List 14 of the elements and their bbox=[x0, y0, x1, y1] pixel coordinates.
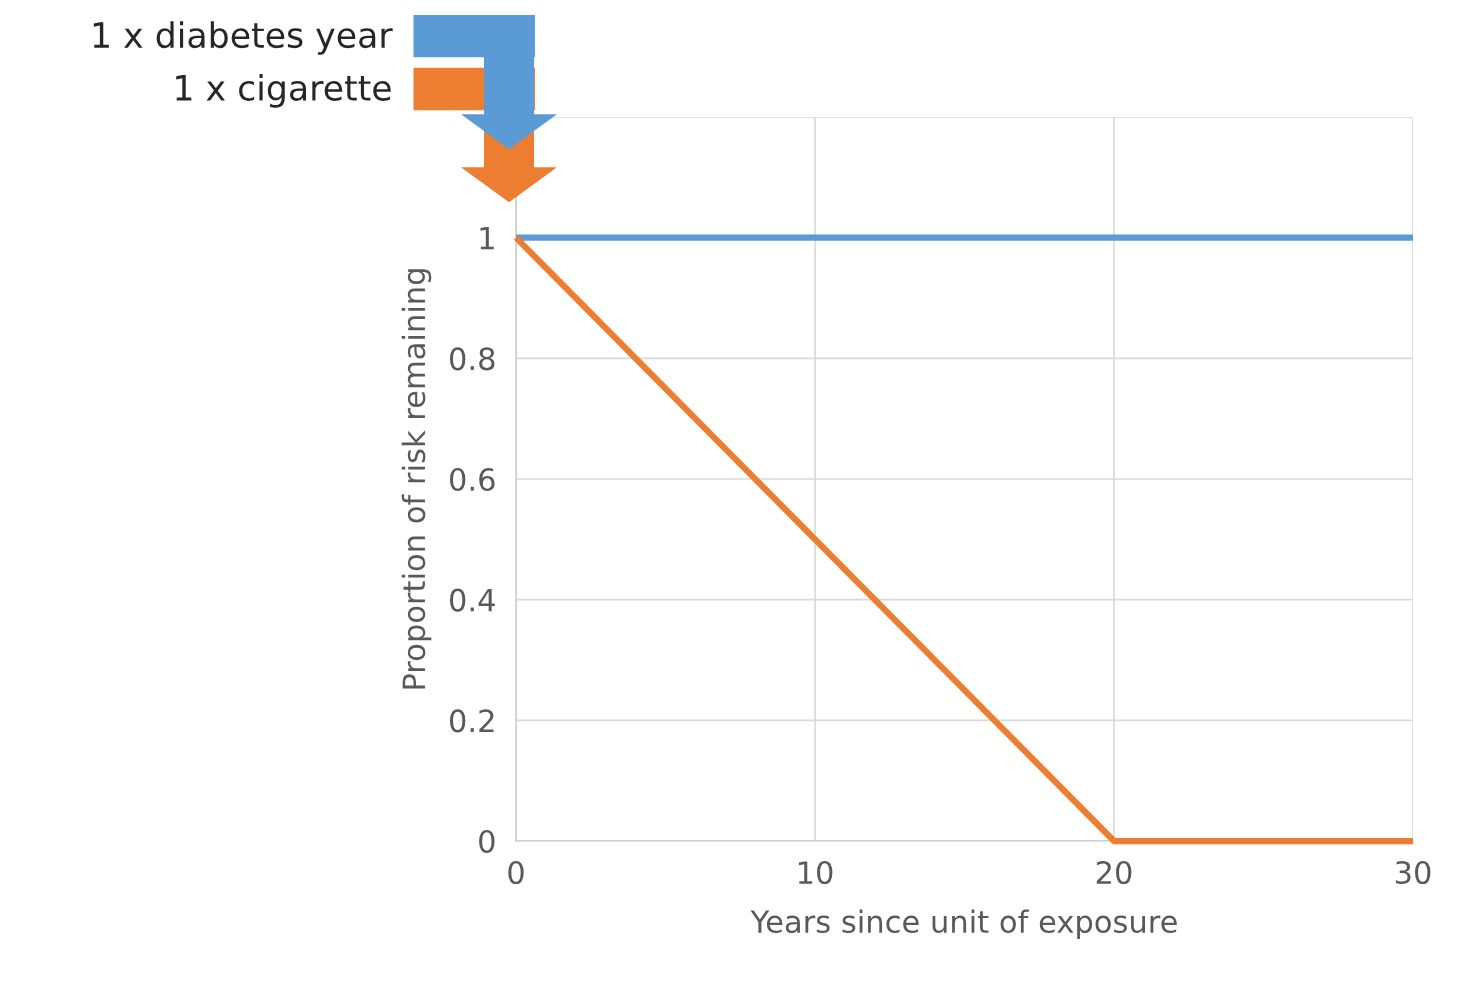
y-tick-label: 0.8 bbox=[449, 347, 495, 371]
y-tick-label: 0.2 bbox=[449, 709, 494, 733]
x-tick-label: 10 bbox=[798, 860, 833, 885]
y-tick-label: 1 bbox=[480, 227, 494, 250]
x-tick-label: 30 bbox=[1395, 860, 1431, 885]
y-axis-title: Proportion of risk remaining bbox=[401, 269, 432, 689]
legend-label: 1 x diabetes year bbox=[93, 21, 393, 55]
y-tick-label: 0.6 bbox=[449, 467, 495, 492]
y-tick-label: 0.4 bbox=[449, 588, 495, 612]
legend-label: 1 x cigarette bbox=[176, 74, 391, 108]
y-tick-label: 0 bbox=[479, 829, 495, 854]
x-tick-label: 20 bbox=[1096, 860, 1132, 885]
x-tick-label: 0 bbox=[508, 860, 524, 885]
x-axis-title: Years since unit of exposure bbox=[750, 909, 1177, 940]
